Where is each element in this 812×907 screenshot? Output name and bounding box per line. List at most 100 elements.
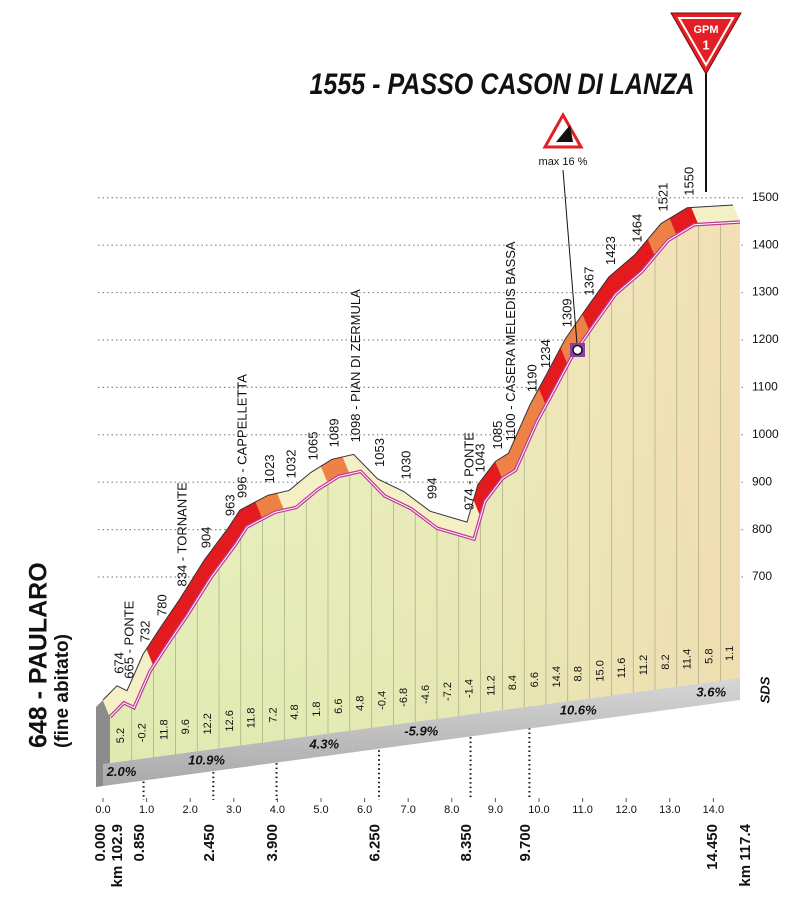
x-tick-label: 9.0 (488, 804, 503, 816)
km-mark-label: 9.700 (517, 824, 534, 862)
y-tick-label: 1200 (752, 332, 779, 346)
altitude-label: 674 (111, 652, 126, 674)
altitude-label: 1367 (581, 267, 596, 296)
x-tick-label: 5.0 (313, 804, 328, 816)
profile-face-shade (110, 222, 740, 764)
x-tick-label: 0.0 (95, 804, 110, 816)
altitude-label: 1234 (538, 339, 553, 368)
max-gradient-label: max 16 % (539, 156, 588, 168)
altitude-label: 1550 (682, 167, 697, 196)
max-gradient-icon (556, 125, 573, 142)
segment-grade-label: 11.4 (682, 649, 694, 670)
altitude-label: 1521 (655, 183, 670, 212)
segment-grade-label: 11.6 (616, 658, 628, 679)
segment-grade-label: -4.6 (420, 685, 432, 704)
segment-grade-label: -7.2 (442, 682, 454, 701)
x-tick-label: 6.0 (357, 804, 372, 816)
altitude-label: 1423 (603, 236, 618, 265)
x-tick-label: 13.0 (659, 804, 680, 816)
max-gradient-pointer (562, 169, 578, 345)
section-grade-label: 3.6% (696, 684, 726, 699)
y-tick-label: 1000 (752, 427, 779, 441)
km-mark-label: 0.000 (92, 824, 109, 862)
max-gradient-sign (542, 111, 584, 149)
segment-grade-label: 7.2 (267, 707, 279, 722)
x-tick-label: 8.0 (444, 804, 459, 816)
segment-grade-label: -0.4 (376, 691, 388, 710)
x-tick-label: 2.0 (183, 804, 198, 816)
start-note: (fine abitato) (52, 634, 73, 748)
segment-grade-label: 1.8 (311, 701, 323, 716)
km-mark-label: 0.850 (131, 824, 148, 862)
start-race-km: km 102.9 (109, 824, 126, 887)
segment-grade-label: -0.2 (137, 723, 149, 742)
segment-grade-label: -6.8 (398, 688, 410, 707)
altitude-label: 1023 (262, 454, 277, 483)
altitude-label: 1089 (326, 418, 341, 447)
profile-line (102, 204, 734, 701)
altitude-label: 665 - PONTE (121, 600, 136, 678)
altitude-label: 1043 (472, 444, 487, 473)
segment-grade-label: 8.4 (507, 675, 519, 690)
km-mark-label: 8.350 (458, 824, 475, 862)
segment-grade-label: 15.0 (594, 660, 606, 681)
km-mark-label: 3.900 (264, 824, 281, 862)
section-grade-label: 10.9% (188, 752, 225, 767)
y-tick-label: 1300 (752, 285, 779, 299)
y-tick-label: 1500 (752, 190, 779, 204)
segment-grade-label: 11.2 (485, 675, 497, 696)
km-mark-label: 2.450 (201, 824, 218, 862)
y-tick-label: 900 (752, 474, 772, 488)
altitude-label: 780 (155, 594, 170, 616)
x-tick-label: 7.0 (401, 804, 416, 816)
x-tick-label: 3.0 (226, 804, 241, 816)
section-grade-label: 2.0% (106, 764, 137, 779)
segment-grade-label: 12.2 (202, 713, 214, 734)
segment-grade-label: 8.8 (573, 666, 585, 681)
gradient-band (103, 678, 740, 786)
start-label: 648 - PAULARO (25, 562, 53, 748)
x-tick-label: 11.0 (572, 804, 593, 816)
km-mark-label: 6.250 (366, 824, 383, 862)
altitude-label: 1309 (560, 298, 575, 327)
segment-grade-label: 5.8 (703, 649, 715, 664)
altitude-label: 732 (138, 620, 153, 642)
chart-title: 1555 - PASSO CASON DI LANZA (310, 68, 695, 101)
x-tick-label: 14.0 (703, 804, 724, 816)
label-layer: 700 800 900 1000 1100 1200 1300 1400 1500 5.2 -0.2… (92, 167, 779, 870)
altitude-label: 963 (223, 494, 238, 516)
y-tick-label: 700 (752, 569, 772, 583)
section-grade-label: 10.6% (560, 702, 597, 717)
x-tick-label: 12.0 (615, 804, 636, 816)
segment-grade-label: 14.4 (551, 666, 563, 687)
y-tick-label: 1100 (752, 380, 778, 394)
altitude-label: 904 (199, 527, 214, 549)
gpm-rank: 1 (702, 37, 709, 52)
altitude-label: 1053 (372, 438, 387, 467)
y-tick-label: 1400 (752, 237, 779, 251)
segment-grade-label: 4.8 (289, 704, 301, 719)
profile-layer (96, 204, 741, 787)
segment-grade-label: 11.8 (246, 708, 258, 729)
altitude-label: 1464 (629, 214, 644, 243)
segment-grade-label: 1.1 (724, 646, 736, 661)
gpm-sign (670, 12, 742, 76)
x-tick-label: 4.0 (270, 804, 285, 816)
x-tick-label: 10.0 (528, 804, 549, 816)
finish-race-km: km 117.4 (737, 823, 754, 886)
segment-grade-label: 6.6 (529, 672, 541, 687)
km-mark-label: 14.450 (704, 824, 721, 870)
y-tick-label: 800 (752, 522, 772, 536)
logo: SDS (757, 676, 772, 703)
gpm-sign-inner (677, 17, 735, 68)
segment-grade-label: 5.2 (115, 728, 127, 743)
section-grade-label: -5.9% (404, 723, 438, 738)
altitude-label: 974 - PONTE (461, 432, 476, 510)
altitude-label: 1030 (398, 451, 413, 480)
altitude-label: 1098 - PIAN DI ZERMULA (348, 289, 363, 442)
section-grade-label: 4.3% (308, 737, 339, 752)
max-gradient-marker (572, 344, 583, 356)
segment-grade-label: 9.6 (180, 719, 192, 734)
gpm-label: GPM (693, 24, 718, 36)
